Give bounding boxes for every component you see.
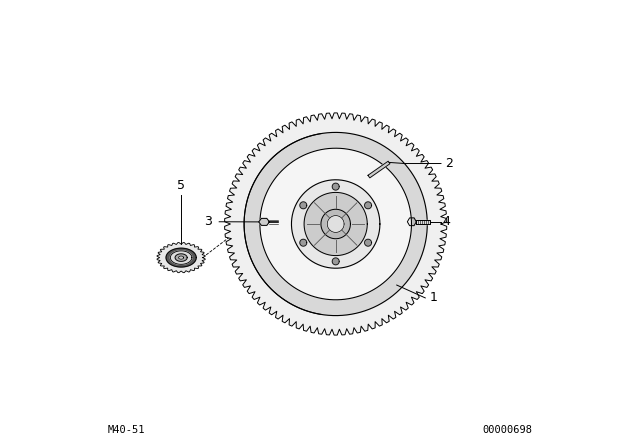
Text: 5: 5	[177, 179, 185, 192]
Text: M40-51: M40-51	[108, 426, 145, 435]
Polygon shape	[300, 202, 307, 209]
Text: 2: 2	[445, 157, 453, 170]
Polygon shape	[260, 148, 412, 300]
Polygon shape	[179, 256, 184, 259]
Polygon shape	[365, 239, 372, 246]
Polygon shape	[291, 180, 380, 268]
Polygon shape	[368, 161, 390, 178]
Polygon shape	[304, 193, 367, 255]
Polygon shape	[407, 218, 417, 226]
Polygon shape	[166, 248, 196, 267]
Polygon shape	[244, 133, 428, 315]
Polygon shape	[259, 219, 269, 225]
Polygon shape	[225, 113, 447, 335]
Polygon shape	[175, 254, 187, 261]
Polygon shape	[417, 220, 430, 224]
Polygon shape	[327, 215, 344, 233]
Text: 00000698: 00000698	[483, 426, 533, 435]
Text: 3: 3	[204, 215, 212, 228]
Polygon shape	[300, 239, 307, 246]
Polygon shape	[332, 258, 339, 265]
Polygon shape	[332, 183, 339, 190]
Text: 1: 1	[430, 291, 438, 305]
Polygon shape	[321, 209, 351, 239]
Polygon shape	[170, 251, 192, 264]
Text: 4: 4	[442, 215, 450, 228]
Polygon shape	[365, 202, 372, 209]
Polygon shape	[157, 242, 205, 273]
